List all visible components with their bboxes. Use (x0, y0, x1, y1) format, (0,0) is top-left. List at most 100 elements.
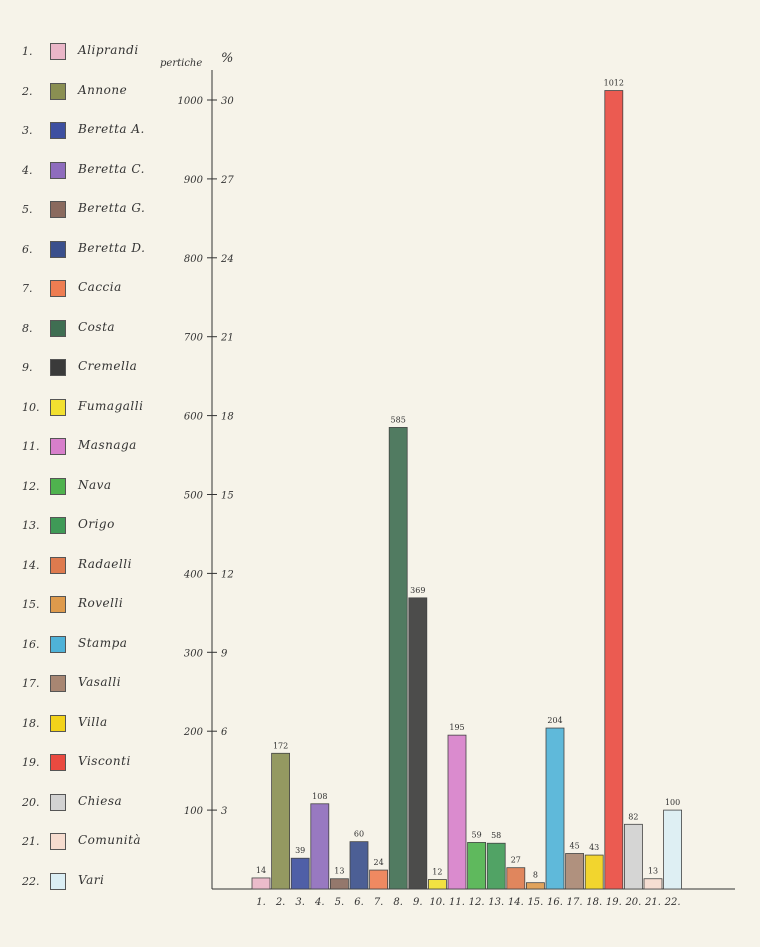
legend-item-number: 22. (22, 874, 40, 888)
y-tick-label-right: 12 (221, 569, 234, 580)
x-tick-label: 6. (354, 897, 364, 908)
bar (486, 842, 506, 890)
legend-item: 9. Cremella (0, 356, 170, 382)
legend-swatch (50, 793, 66, 811)
legend-swatch (50, 596, 66, 613)
legend-swatch (50, 556, 66, 574)
x-tick-label: 17. (567, 897, 583, 908)
legend-item-number: 19. (22, 756, 40, 769)
legend-item-label: Vari (78, 872, 105, 887)
y-tick-label-left: 700 (184, 333, 204, 344)
x-tick-label: 2. (275, 897, 286, 908)
legend-item-number: 18. (22, 716, 40, 730)
bar-value-label: 58 (491, 831, 501, 840)
x-tick-label: 10. (429, 897, 445, 908)
legend-item-label: Nava (78, 477, 112, 492)
legend-item-label: Masnaga (78, 438, 137, 452)
legend-swatch (50, 319, 66, 337)
bar (545, 727, 565, 890)
x-tick-label: 8. (393, 897, 403, 908)
bar-value-label: 204 (547, 716, 562, 725)
legend-swatch (50, 161, 66, 179)
legend-item-number: 20. (22, 795, 40, 809)
legend-item-label: Cremella (78, 359, 138, 373)
y-tick-label-left: 900 (184, 175, 204, 186)
bar (447, 734, 467, 890)
bar (467, 842, 487, 890)
bar-value-label: 13 (648, 867, 658, 876)
legend-item-label: Costa (78, 319, 116, 334)
y-axis-unit-left: pertiche (160, 58, 202, 69)
bar-value-label: 39 (295, 846, 305, 855)
legend-item: 4. Beretta C. (0, 159, 170, 185)
legend-item-label: Visconti (78, 754, 131, 768)
y-tick-label-right: 6 (221, 727, 228, 738)
y-tick-label-right: 24 (220, 254, 234, 265)
legend-swatch (50, 398, 66, 416)
x-tick-label: 11. (449, 897, 465, 908)
bar-value-label: 369 (410, 586, 425, 595)
legend-item-number: 1. (22, 45, 33, 58)
legend-item: 17. Vasalli (0, 672, 170, 698)
x-tick-label: 14. (508, 897, 524, 908)
legend-item: 10. Fumagalli (0, 396, 170, 422)
legend-item-label: Chiesa (78, 793, 123, 808)
bar-value-label: 585 (391, 415, 406, 424)
legend-item-number: 21. (22, 835, 40, 848)
legend-swatch (50, 43, 66, 60)
legend-swatch (50, 122, 66, 139)
bar (369, 869, 389, 890)
y-axis-unit-right: % (221, 51, 233, 66)
legend-item-label: Caccia (78, 280, 122, 294)
x-tick-label: 9. (413, 897, 423, 908)
bar (604, 90, 624, 890)
y-tick-label-left: 400 (183, 569, 204, 580)
bar (290, 857, 310, 890)
legend-item-label: Beretta C. (78, 161, 145, 176)
legend-item: 2. Annone (0, 80, 170, 106)
x-tick-label: 13. (488, 897, 504, 908)
x-tick-label: 4. (314, 897, 325, 908)
bar (271, 752, 291, 890)
x-tick-label: 7. (374, 897, 384, 908)
legend-swatch (50, 714, 66, 732)
y-tick-label-left: 200 (183, 727, 204, 738)
legend-swatch (50, 280, 66, 297)
legend-item-label: Villa (78, 714, 108, 729)
bar-value-label: 14 (256, 866, 266, 875)
bar (643, 878, 663, 890)
y-tick-label-right: 30 (221, 96, 234, 107)
legend-item: 16. Stampa (0, 633, 170, 659)
bar-value-label: 82 (628, 812, 638, 821)
y-tick-label-left: 500 (184, 491, 204, 502)
bar-value-label: 172 (273, 741, 288, 750)
legend-item-number: 13. (22, 519, 40, 532)
legend-item-number: 15. (22, 598, 40, 611)
bar-value-label: 60 (354, 830, 364, 839)
y-tick-label-right: 18 (221, 412, 234, 423)
bar (329, 878, 349, 890)
bar-value-label: 45 (570, 841, 580, 850)
legend-item: 7. Caccia (0, 277, 170, 303)
legend-item: 14. Radaelli (0, 554, 170, 580)
bar-value-label: 59 (472, 830, 482, 839)
y-tick-label-left: 600 (184, 412, 204, 423)
bar-value-label: 24 (374, 858, 384, 867)
legend-item-number: 12. (22, 479, 40, 493)
bar (427, 879, 447, 890)
bar-value-label: 12 (432, 868, 442, 877)
legend-item: 18. Villa (0, 712, 170, 738)
bar-value-label: 13 (334, 867, 344, 876)
y-tick-label-left: 100 (184, 806, 204, 817)
legend-swatch (50, 872, 66, 890)
y-tick-label-left: 800 (184, 254, 204, 265)
legend-swatch (50, 517, 66, 534)
legend-item-number: 6. (22, 242, 33, 256)
legend-swatch (50, 477, 66, 495)
x-tick-label: 16. (547, 897, 563, 908)
x-tick-label: 18. (586, 897, 602, 908)
bar-value-label: 8 (533, 871, 538, 880)
bar (624, 823, 643, 890)
legend-item: 15. Rovelli (0, 593, 170, 619)
